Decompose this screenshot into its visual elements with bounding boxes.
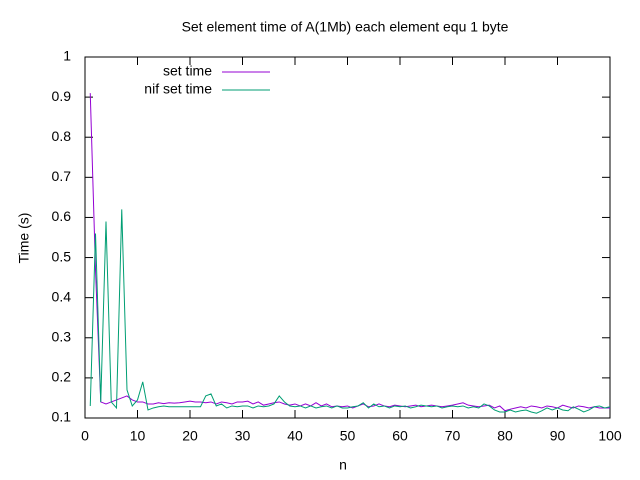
x-tick-label: 20 [182,428,198,444]
y-tick-label: 1 [63,48,71,64]
x-tick-label: 10 [130,428,146,444]
y-tick-label: 0.1 [52,409,72,425]
x-tick-label: 60 [392,428,408,444]
y-axis-label: Time (s) [16,213,32,264]
x-tick-label: 70 [445,428,461,444]
x-tick-label: 80 [497,428,513,444]
x-tick-label: 0 [81,428,89,444]
y-tick-label: 0.8 [52,128,72,144]
x-tick-label: 90 [550,428,566,444]
x-tick-label: 100 [598,428,622,444]
y-tick-label: 0.9 [52,88,72,104]
x-tick-label: 50 [340,428,356,444]
y-tick-label: 0.4 [52,288,72,304]
y-tick-label: 0.5 [52,248,72,264]
chart-title: Set element time of A(1Mb) each element … [182,19,509,35]
y-tick-label: 0.6 [52,208,72,224]
series-line [89,209,611,414]
x-tick-label: 40 [287,428,303,444]
y-tick-label: 0.7 [52,168,72,184]
y-tick-label: 0.3 [52,328,72,344]
x-axis-label: n [339,457,347,473]
legend-label: set time [163,63,212,79]
legend-label: nif set time [144,81,212,97]
x-tick-label: 30 [235,428,251,444]
y-tick-label: 0.2 [52,369,72,385]
